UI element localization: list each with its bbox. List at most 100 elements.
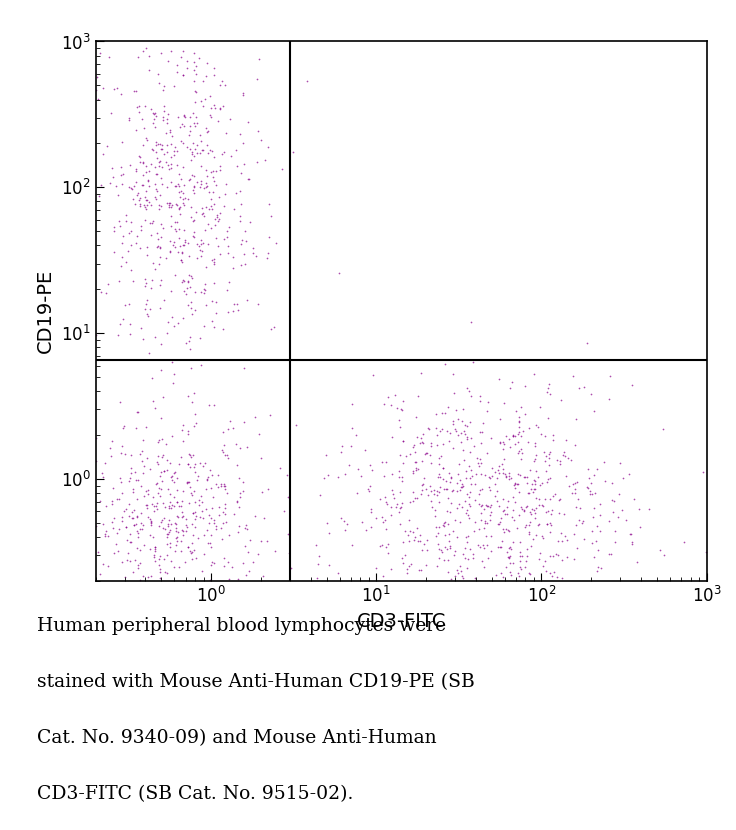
Point [456,415,468,428]
Point [175,184,187,198]
Point [116,177,128,190]
Point [108,245,120,258]
Point [100,287,112,300]
Point [238,361,250,374]
Point [394,403,406,416]
Point [422,422,434,435]
Point [512,436,524,449]
Point [177,136,189,149]
Point [125,461,137,475]
Point [132,149,144,163]
Point [208,61,219,75]
Point [147,144,159,157]
Point [458,548,470,561]
Point [558,507,570,520]
Point [609,535,620,549]
Point [202,398,214,412]
Point [202,217,214,231]
Point [377,515,389,529]
Point [507,429,519,442]
Point [332,470,344,483]
Point [506,543,517,556]
Point [189,520,201,534]
Point [184,461,196,474]
Point [171,531,183,544]
Point [570,518,582,531]
Point [146,515,158,528]
Point [476,554,488,568]
Point [539,554,551,568]
Point [114,220,126,233]
Point [512,567,524,580]
Point [222,240,234,253]
Point [577,515,589,528]
Point [484,481,495,494]
Point [654,544,665,557]
Point [135,506,147,520]
Point [500,469,512,482]
Point [542,381,553,394]
Point [169,235,180,248]
Point [207,170,219,183]
Point [93,46,105,60]
Point [145,228,157,242]
Point [132,527,144,540]
Point [176,423,188,437]
Point [132,188,144,202]
Point [208,398,220,412]
Point [222,555,234,569]
Point [392,497,403,510]
Point [509,496,521,509]
Point [111,526,123,540]
Point [212,480,224,493]
Point [149,505,160,518]
Point [444,476,456,489]
Point [120,502,132,515]
Point [208,151,220,164]
Point [612,487,624,500]
Point [114,471,126,485]
Point [97,518,109,531]
Point [199,181,210,194]
Point [174,179,185,193]
Point [202,185,214,198]
Point [124,497,135,510]
Point [547,434,559,447]
Point [503,551,515,564]
Point [556,571,567,584]
Point [460,530,472,544]
Point [161,453,173,466]
Point [152,457,164,471]
Point [91,455,102,468]
Point [322,469,334,482]
Point [513,426,525,439]
Point [523,486,534,500]
Point [523,422,535,435]
Point [541,505,553,519]
Point [531,518,543,531]
Point [527,486,539,499]
Point [475,436,486,449]
Point [137,466,149,479]
Point [190,110,202,124]
Point [218,145,230,159]
Point [375,455,387,468]
Point [218,232,230,245]
Point [152,232,164,246]
Point [177,44,189,57]
Point [186,148,198,161]
Point [188,187,199,200]
Point [150,477,162,491]
Point [196,159,208,173]
Point [222,224,233,237]
Point [175,534,187,547]
Point [460,471,472,485]
Point [187,137,199,150]
Point [215,480,227,493]
Point [142,571,154,584]
Point [129,198,141,211]
Point [408,534,420,547]
Point [239,257,251,271]
Point [132,99,144,112]
Point [205,110,217,124]
